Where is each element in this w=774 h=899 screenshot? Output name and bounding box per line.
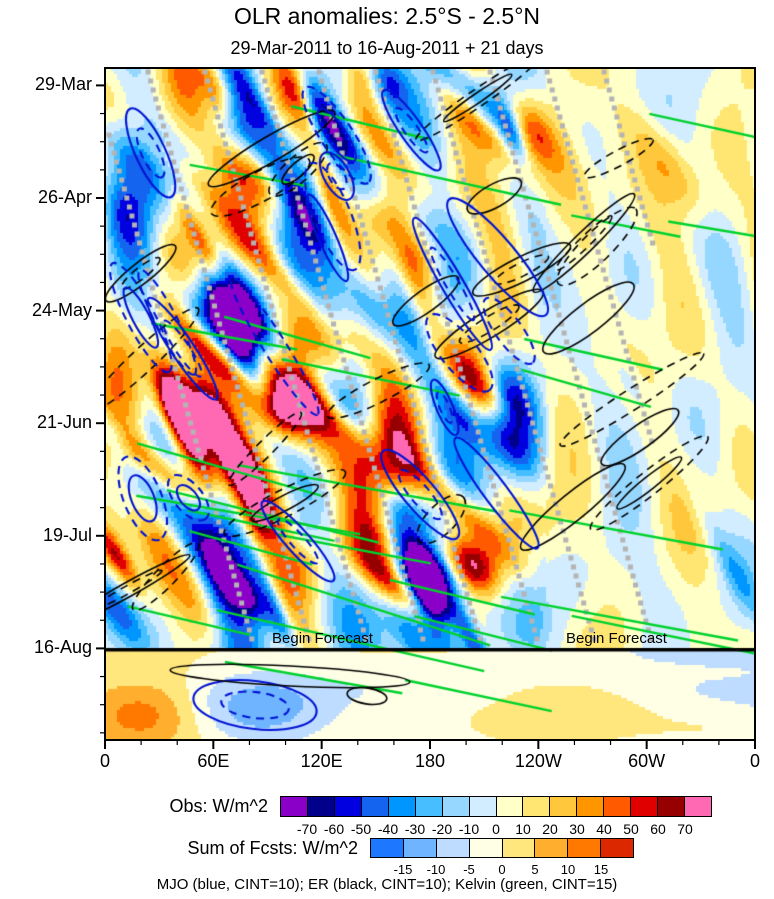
colorbar-tick-label: -20 [431, 821, 453, 837]
colorbar-box [631, 797, 659, 816]
y-tick-label: 26-Apr [37, 187, 92, 207]
colorbar-tick-label: 0 [492, 821, 500, 837]
x-tick-label: 0 [749, 751, 760, 771]
y-tick-label: 19-Jul [42, 524, 92, 545]
colorbar-box [388, 797, 416, 816]
x-tick-label: 0 [99, 751, 110, 771]
colorbar-tick-label: -70 [296, 821, 318, 837]
x-tick-label: 180 [414, 751, 445, 771]
colorbar-box [361, 797, 389, 816]
colorbar-tick-label: 10 [560, 862, 576, 877]
colorbar-box [685, 797, 711, 816]
y-tick-label: 29-Mar [34, 74, 92, 95]
colorbar-tick-label: 15 [593, 862, 609, 877]
colorbar-box [568, 839, 602, 857]
obs-colorbar-label: Obs: W/m^2 [169, 796, 268, 816]
colorbar-tick-label: -40 [377, 821, 399, 837]
colorbar-box [371, 839, 404, 857]
colorbar-tick-label: 60 [650, 821, 666, 837]
colorbar-box [550, 797, 578, 816]
colorbar-tick-label: 5 [531, 862, 539, 877]
colorbar-box [307, 797, 335, 816]
colorbar-tick-label: -50 [350, 821, 372, 837]
colorbar-tick-label: 0 [498, 862, 506, 877]
obs-colorbar [280, 796, 712, 817]
x-tick-label: 60W [628, 751, 666, 771]
colorbar-box [442, 797, 470, 816]
colorbar-box [601, 839, 633, 857]
colorbar-box [415, 797, 443, 816]
colorbar-box [469, 839, 503, 857]
colorbar-tick-label: -15 [393, 862, 413, 877]
colorbar-tick-label: 30 [569, 821, 585, 837]
colorbar-box [604, 797, 632, 816]
colorbar-tick-label: -5 [463, 862, 475, 877]
colorbar-box [436, 839, 470, 857]
colorbar-tick-label: 40 [596, 821, 612, 837]
y-tick-label: 16-Aug [33, 637, 92, 658]
colorbar-tick-label: -10 [426, 862, 446, 877]
colorbar-box [403, 839, 437, 857]
x-tick-label: 120W [514, 751, 562, 771]
colorbar-box [281, 797, 308, 816]
colorbar-box [535, 839, 569, 857]
colorbar-box [334, 797, 362, 816]
chart-title: OLR anomalies: 2.5°S - 2.5°N [233, 3, 541, 29]
colorbar-tick-label: 20 [542, 821, 558, 837]
x-tick-label: 60E [197, 751, 230, 771]
x-tick-label: 120E [300, 751, 343, 771]
colorbar-tick-label: -30 [404, 821, 426, 837]
colorbar-box [658, 797, 686, 816]
chart-subtitle: 29-Mar-2011 to 16-Aug-2011 + 21 days [230, 38, 544, 58]
begin-forecast-label-right: Begin Forecast [566, 630, 667, 647]
fcst-colorbar [370, 838, 634, 858]
colorbar-tick-label: 70 [677, 821, 693, 837]
contour-legend: MJO (blue, CINT=10); ER (black, CINT=10)… [156, 876, 618, 893]
colorbar-tick-label: 50 [623, 821, 639, 837]
colorbar-box [496, 797, 524, 816]
colorbar-tick-label: -10 [458, 821, 480, 837]
fcst-colorbar-label: Sum of Fcsts: W/m^2 [187, 838, 358, 858]
y-tick-label: 24-May [31, 299, 92, 320]
colorbar-box [469, 797, 497, 816]
colorbar-box [577, 797, 605, 816]
colorbar-box [523, 797, 551, 816]
colorbar-tick-label: -60 [323, 821, 345, 837]
colorbar-box [502, 839, 536, 857]
colorbar-tick-label: 10 [515, 821, 531, 837]
begin-forecast-label-left: Begin Forecast [272, 630, 373, 647]
y-tick-label: 21-Jun [36, 412, 92, 433]
